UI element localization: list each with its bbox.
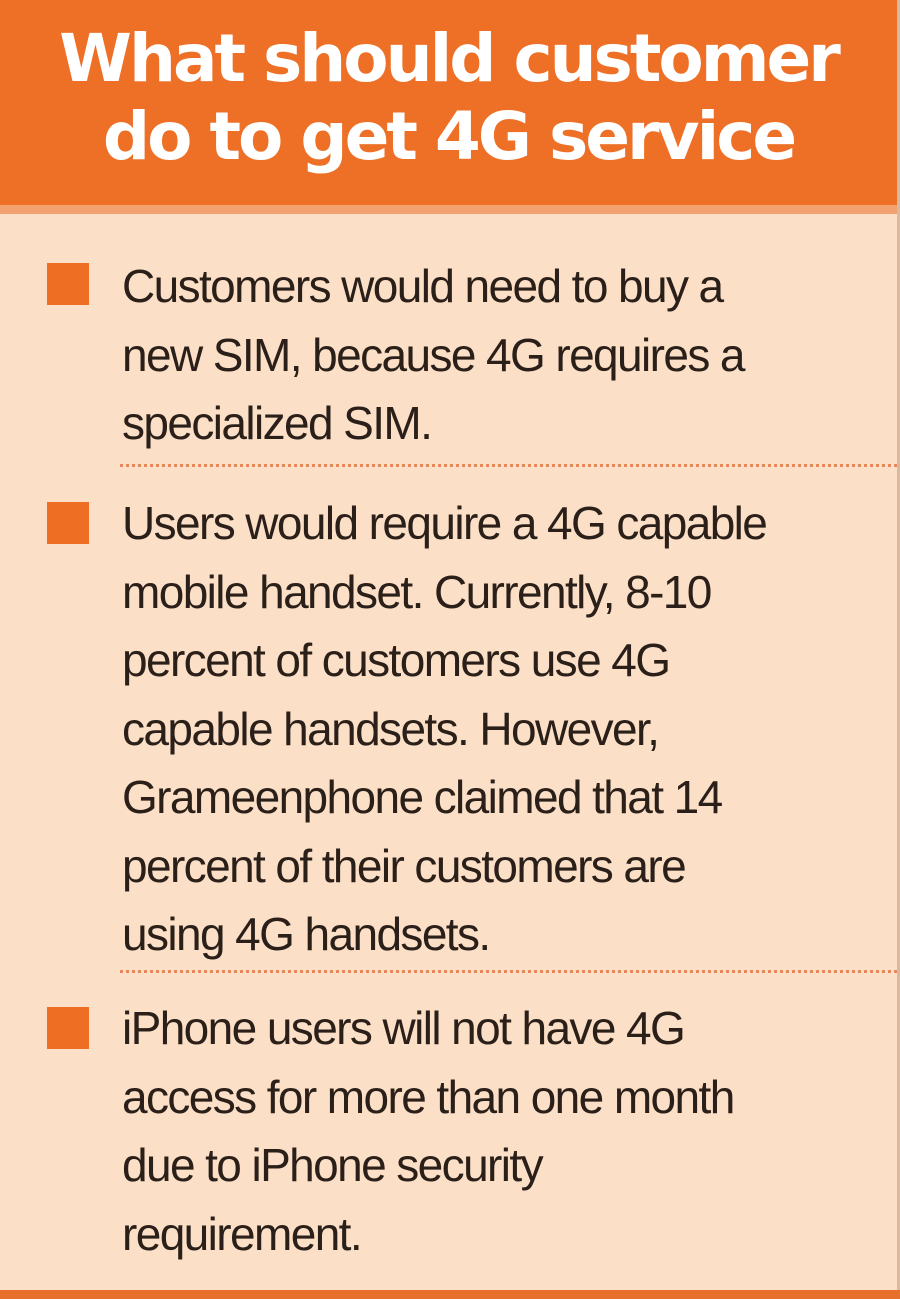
header-banner: What should customer do to get 4G servic… (0, 0, 897, 205)
header-underline (0, 205, 897, 214)
title-line-1: What should customer (59, 20, 841, 97)
square-bullet-icon (47, 1007, 89, 1049)
dotted-divider (120, 970, 897, 973)
page-title: What should customer do to get 4G servic… (0, 20, 897, 176)
item-text: Customers would need to buy a new SIM, b… (122, 260, 746, 449)
footer-bar (0, 1290, 900, 1299)
title-line-2: do to get 4G service (102, 98, 797, 175)
dotted-divider (120, 464, 897, 467)
item-text: Users would require a 4G capable mobile … (122, 497, 768, 960)
square-bullet-icon (47, 502, 89, 544)
item-text: iPhone users will not have 4G access for… (122, 1002, 735, 1260)
square-bullet-icon (47, 263, 89, 305)
